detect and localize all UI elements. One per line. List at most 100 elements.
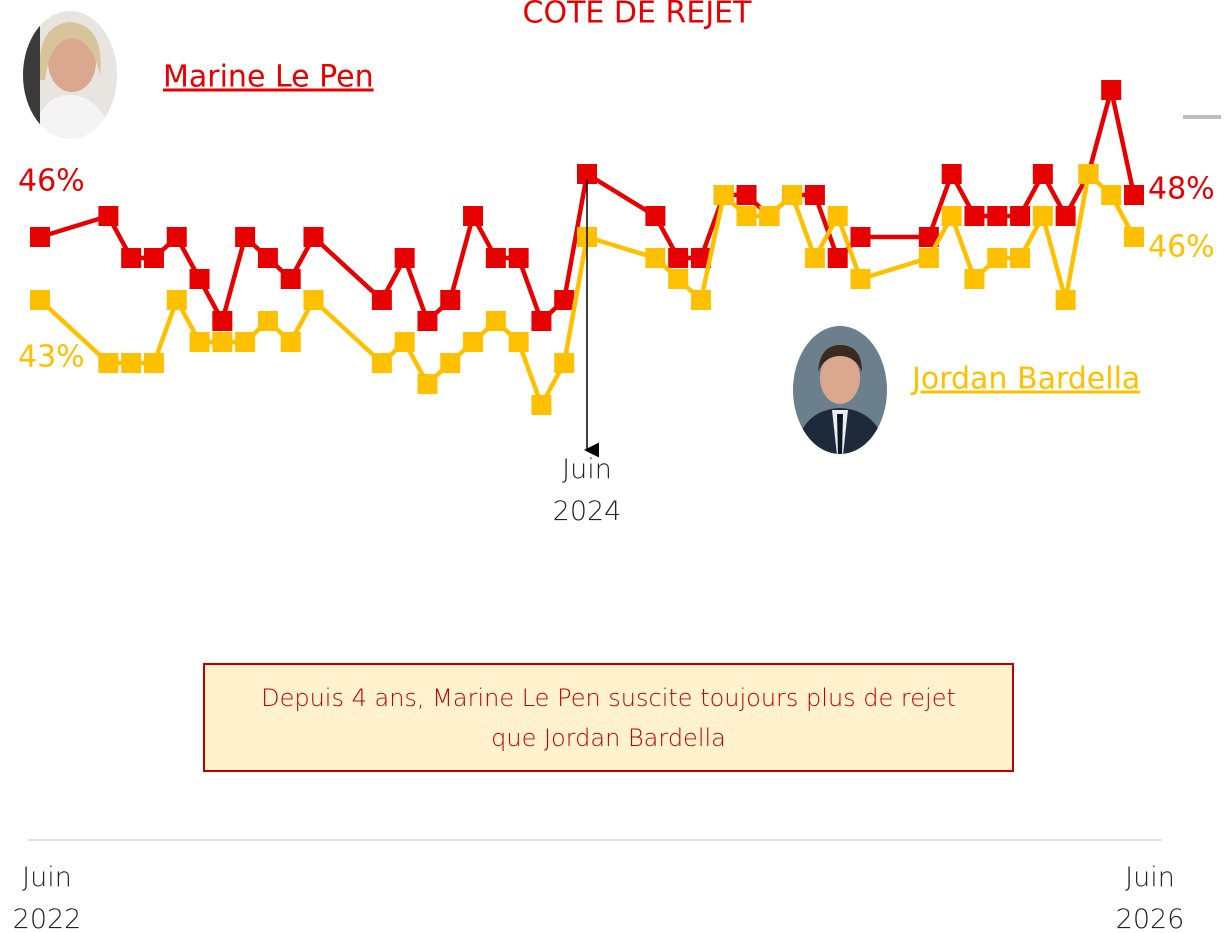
note-text: Depuis 4 ans, Marine Le Pen suscite touj… bbox=[261, 683, 956, 752]
marker bbox=[690, 248, 711, 268]
line-segment bbox=[561, 171, 590, 303]
marker bbox=[1055, 206, 1076, 226]
line-segment bbox=[516, 255, 544, 324]
line-segment bbox=[311, 234, 385, 303]
note-box: Depuis 4 ans, Marine Le Pen suscite touj… bbox=[203, 663, 1014, 772]
annotation: Juin 2024 bbox=[553, 454, 622, 527]
line-segment bbox=[835, 213, 863, 282]
marker bbox=[98, 206, 119, 226]
marker bbox=[508, 248, 529, 268]
line-segment bbox=[402, 255, 430, 324]
line-segment bbox=[584, 171, 658, 219]
legend-label: Jordan Bardella bbox=[910, 362, 1140, 397]
marker bbox=[189, 269, 210, 289]
marker bbox=[713, 185, 734, 205]
marker bbox=[987, 206, 1008, 226]
legend-label: Marine Le Pen bbox=[163, 60, 374, 95]
marker bbox=[235, 332, 256, 352]
marker bbox=[394, 332, 415, 352]
line-segment bbox=[1040, 213, 1068, 303]
marker bbox=[941, 206, 962, 226]
marker bbox=[508, 332, 529, 352]
marker bbox=[166, 227, 187, 247]
marker bbox=[827, 206, 848, 226]
marker bbox=[1101, 185, 1122, 205]
marker bbox=[987, 248, 1008, 268]
marker bbox=[1101, 80, 1122, 100]
marker bbox=[371, 290, 392, 310]
marker bbox=[645, 206, 666, 226]
marker bbox=[212, 311, 233, 331]
marker bbox=[668, 248, 689, 268]
marker bbox=[918, 248, 939, 268]
marker bbox=[166, 290, 187, 310]
marker bbox=[804, 185, 825, 205]
marker bbox=[827, 248, 848, 268]
marker bbox=[189, 332, 210, 352]
plot-area bbox=[30, 80, 1144, 415]
line-segment bbox=[1108, 87, 1137, 198]
marker bbox=[485, 311, 506, 331]
line-segment bbox=[151, 297, 179, 366]
marker bbox=[121, 248, 142, 268]
marker bbox=[280, 269, 301, 289]
line-segment bbox=[1086, 87, 1114, 177]
line-segment bbox=[561, 234, 590, 366]
x-tick-label: Juin 2026 bbox=[1116, 862, 1185, 933]
marker bbox=[668, 269, 689, 289]
marker bbox=[463, 206, 484, 226]
chart-title: COTE DE REJET bbox=[523, 0, 753, 31]
marker bbox=[30, 290, 50, 310]
line-segment bbox=[584, 234, 658, 261]
line-segment bbox=[949, 213, 977, 282]
value-label: 46% bbox=[1148, 230, 1215, 265]
marker bbox=[850, 227, 871, 247]
marker bbox=[964, 269, 985, 289]
value-label: 46% bbox=[18, 164, 85, 199]
marker bbox=[736, 185, 757, 205]
marker bbox=[554, 290, 575, 310]
marker bbox=[690, 290, 711, 310]
line-segment bbox=[698, 192, 726, 303]
marker bbox=[440, 353, 461, 373]
marker bbox=[804, 248, 825, 268]
marker bbox=[1124, 185, 1144, 205]
x-tick-label: Juin 2022 bbox=[13, 862, 82, 933]
marker bbox=[417, 374, 438, 394]
line-segment bbox=[220, 234, 248, 324]
marker bbox=[554, 353, 575, 373]
marker bbox=[1032, 206, 1053, 226]
marker bbox=[303, 227, 324, 247]
marker bbox=[1010, 206, 1031, 226]
line-segment bbox=[789, 192, 818, 261]
marker bbox=[143, 248, 164, 268]
line-segment bbox=[858, 255, 932, 282]
marker bbox=[531, 311, 552, 331]
marker bbox=[850, 269, 871, 289]
marker bbox=[1124, 227, 1144, 247]
marker bbox=[280, 332, 301, 352]
line-segment bbox=[37, 297, 111, 366]
marker bbox=[645, 248, 666, 268]
photo-bardella bbox=[793, 326, 887, 454]
marker bbox=[143, 353, 164, 373]
marker bbox=[918, 227, 939, 247]
line-segment bbox=[516, 339, 544, 408]
marker bbox=[1032, 164, 1053, 184]
marker bbox=[235, 227, 256, 247]
marker bbox=[257, 248, 278, 268]
marker bbox=[782, 185, 803, 205]
gray-dash bbox=[1183, 115, 1221, 119]
line-segment bbox=[1063, 171, 1091, 303]
line-segment bbox=[812, 192, 840, 261]
line-segment bbox=[926, 171, 954, 240]
value-label: 43% bbox=[18, 340, 85, 375]
marker bbox=[257, 311, 278, 331]
marker bbox=[1010, 248, 1031, 268]
value-label: 48% bbox=[1148, 172, 1215, 207]
marker bbox=[531, 395, 552, 415]
marker bbox=[463, 332, 484, 352]
marker bbox=[736, 206, 757, 226]
